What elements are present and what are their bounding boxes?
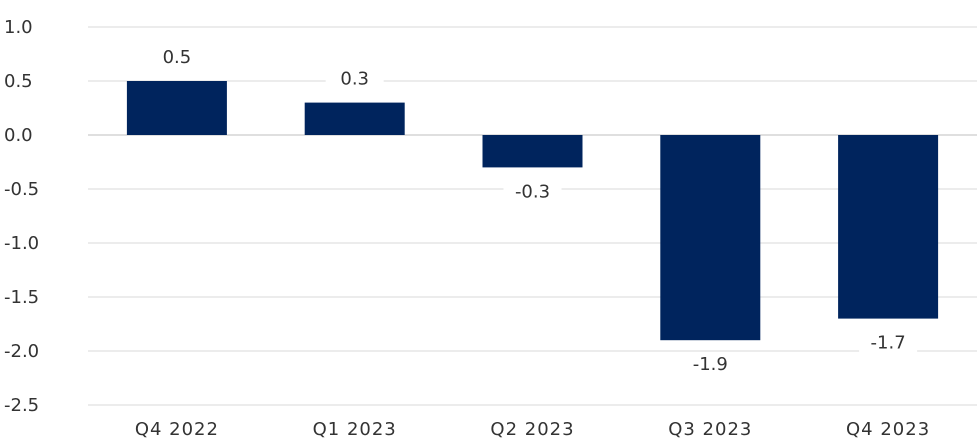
data-label-background [681, 352, 740, 377]
x-tick-label: Q4 2022 [135, 419, 219, 440]
data-labels: 0.5 0.3 -0.3 -1.9 -1.7 [147, 45, 918, 377]
y-tick-label: 1.0 [4, 17, 33, 38]
data-label-background [325, 66, 384, 91]
bars [126, 81, 939, 341]
y-axis-tick-labels: 1.0 0.5 0.0 -0.5 -1.0 -1.5 -2.0 -2.5 [4, 17, 39, 416]
x-tick-label: Q2 2023 [490, 419, 574, 440]
y-tick-label: -0.5 [4, 179, 39, 200]
data-label-background [859, 330, 918, 355]
data-label-background [147, 45, 206, 69]
data-label: 0.5 [163, 47, 192, 68]
data-label: -0.3 [515, 181, 550, 202]
x-tick-label: Q4 2023 [846, 419, 930, 440]
data-label: 0.3 [340, 69, 369, 90]
bar [126, 81, 227, 135]
bar [838, 135, 939, 319]
y-tick-label: -1.5 [4, 287, 39, 308]
y-tick-label: 0.5 [4, 71, 33, 92]
bar [304, 102, 405, 135]
bar [482, 135, 583, 168]
data-label: -1.7 [871, 333, 906, 354]
y-tick-label: 0.0 [4, 125, 33, 146]
x-tick-label: Q1 2023 [313, 419, 397, 440]
data-label: -1.9 [693, 354, 728, 375]
x-axis-category-labels: Q4 2022 Q1 2023 Q2 2023 Q3 2023 Q4 2023 [135, 419, 930, 440]
bar [660, 135, 761, 341]
y-tick-label: -2.5 [4, 395, 39, 416]
y-tick-label: -2.0 [4, 341, 39, 362]
y-tick-label: -1.0 [4, 233, 39, 254]
data-label-background [503, 179, 562, 204]
x-tick-label: Q3 2023 [668, 419, 752, 440]
